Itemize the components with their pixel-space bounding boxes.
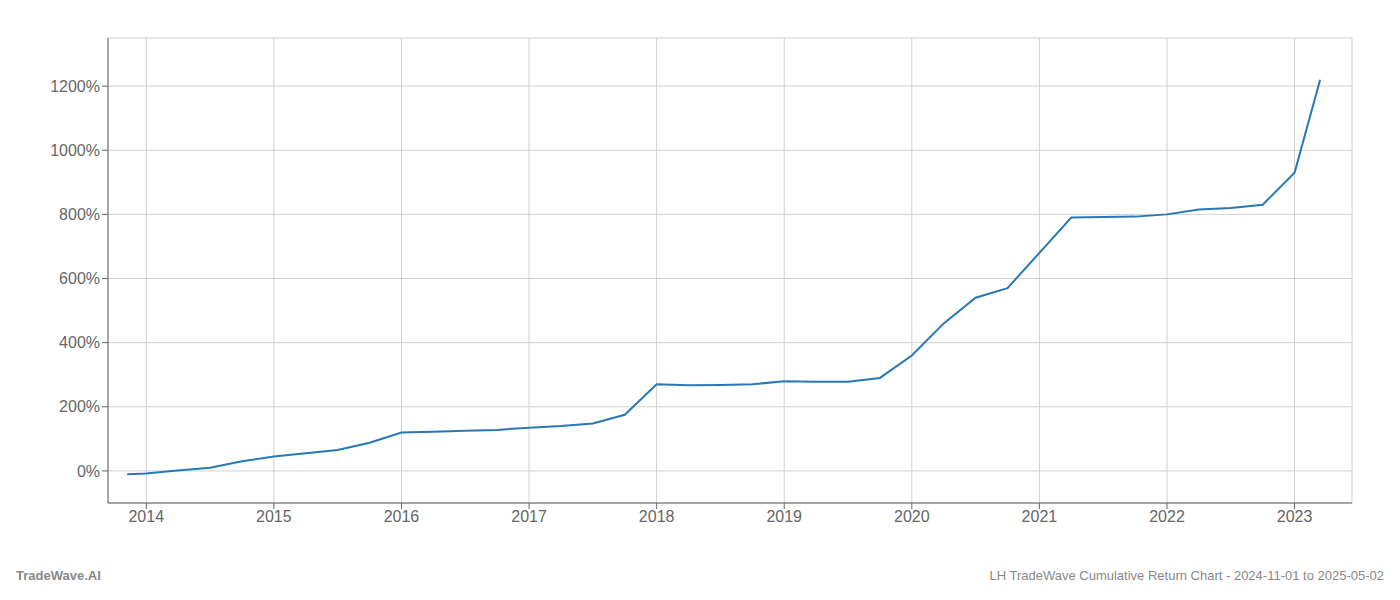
svg-text:800%: 800% (59, 206, 100, 223)
svg-text:2017: 2017 (511, 508, 547, 525)
svg-text:1200%: 1200% (50, 78, 100, 95)
svg-text:2015: 2015 (256, 508, 292, 525)
svg-text:2022: 2022 (1149, 508, 1185, 525)
html-text:TradeWave.AI: TradeWave.AI (16, 568, 101, 583)
svg-text:2014: 2014 (128, 508, 164, 525)
svg-text:2020: 2020 (894, 508, 930, 525)
svg-text:400%: 400% (59, 334, 100, 351)
svg-text:200%: 200% (59, 398, 100, 415)
svg-text:2019: 2019 (766, 508, 802, 525)
svg-text:2023: 2023 (1277, 508, 1313, 525)
html-text:LH TradeWave Cumulative Return: LH TradeWave Cumulative Return Chart - 2… (989, 568, 1384, 583)
svg-text:600%: 600% (59, 270, 100, 287)
svg-text:2021: 2021 (1022, 508, 1058, 525)
svg-text:1000%: 1000% (50, 142, 100, 159)
svg-text:2018: 2018 (639, 508, 675, 525)
svg-text:2016: 2016 (384, 508, 420, 525)
svg-text:0%: 0% (77, 463, 100, 480)
